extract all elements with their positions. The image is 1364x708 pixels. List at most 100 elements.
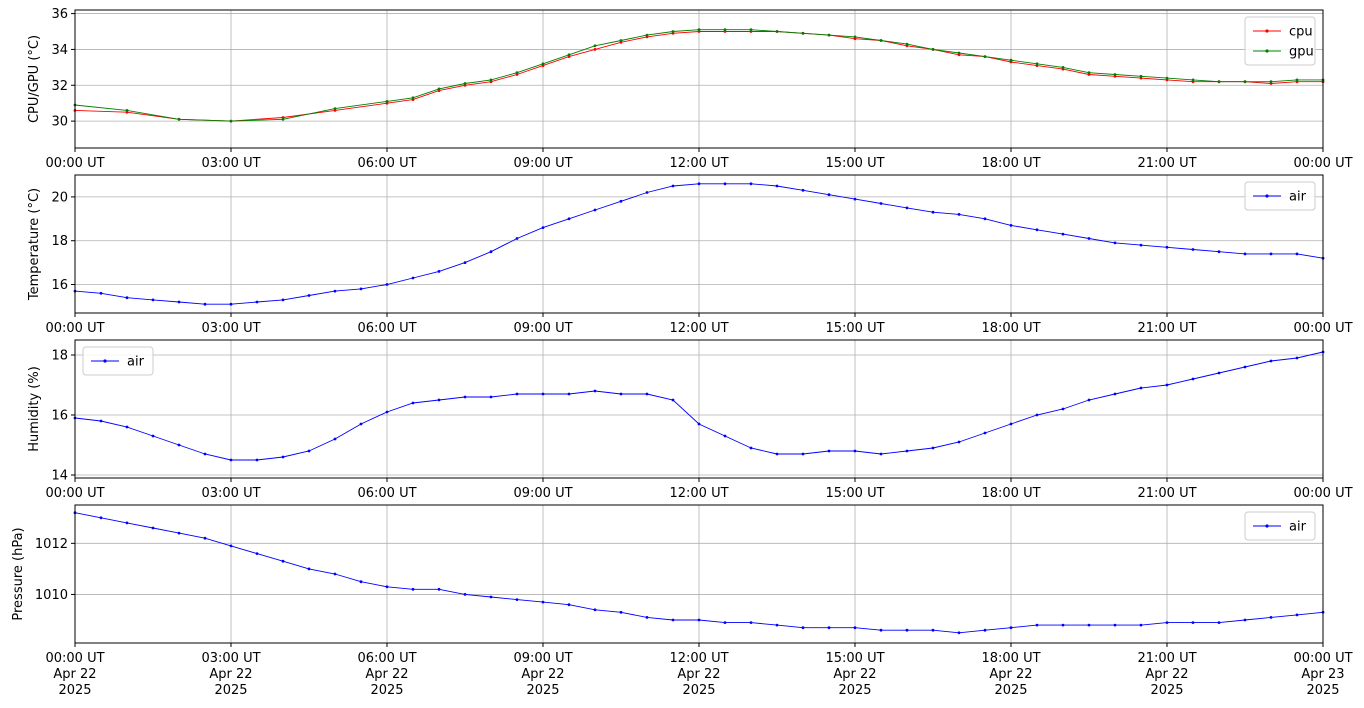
x-tick-label: 00:00 UT xyxy=(1293,156,1352,171)
x-tick-label: 12:00 UT xyxy=(669,156,728,171)
data-point-air xyxy=(749,446,753,450)
data-point-air xyxy=(1217,371,1221,375)
data-point-air xyxy=(1243,618,1247,622)
data-point-air xyxy=(749,621,753,624)
data-point-gpu xyxy=(1087,71,1091,75)
data-point-air xyxy=(801,626,805,630)
data-point-gpu xyxy=(515,71,519,75)
data-point-gpu xyxy=(723,28,727,32)
data-point-gpu xyxy=(671,30,675,33)
data-point-air xyxy=(1139,623,1143,627)
data-point-air xyxy=(723,621,727,624)
data-point-air xyxy=(931,210,935,214)
x-tick-label: 21:00 UT xyxy=(1137,321,1196,336)
data-point-air xyxy=(541,600,545,604)
data-point-air xyxy=(1191,248,1195,251)
data-point-air xyxy=(177,531,181,535)
data-point-air xyxy=(151,526,155,530)
data-point-air xyxy=(1217,621,1221,624)
data-point-air xyxy=(827,449,831,453)
data-point-gpu xyxy=(177,117,181,121)
y-tick-label: 18 xyxy=(51,234,68,249)
data-point-air xyxy=(879,628,883,632)
data-point-air xyxy=(775,452,779,456)
x-tick-label: 00:00 UT Apr 22 2025 xyxy=(45,651,104,698)
y-tick-label: 30 xyxy=(51,115,68,130)
data-point-air xyxy=(1113,392,1117,396)
data-point-gpu xyxy=(593,44,597,48)
data-point-gpu xyxy=(489,78,493,82)
data-point-air xyxy=(203,536,207,540)
data-point-air xyxy=(1061,623,1065,627)
x-tick-label: 12:00 UT xyxy=(669,486,728,501)
y-axis-label: CPU/GPU (°C) xyxy=(27,35,42,123)
data-point-air xyxy=(853,197,857,201)
x-tick-label: 12:00 UT Apr 22 2025 xyxy=(669,651,728,698)
data-point-air xyxy=(229,544,233,548)
x-tick-label: 15:00 UT xyxy=(825,486,884,501)
legend: air xyxy=(82,346,154,376)
y-tick-label: 16 xyxy=(51,409,68,424)
data-point-air xyxy=(1035,623,1039,627)
x-tick-label: 15:00 UT xyxy=(825,156,884,171)
y-tick-label: 14 xyxy=(51,469,68,484)
data-point-air xyxy=(1269,252,1273,256)
data-point-air xyxy=(1217,250,1221,254)
legend: air xyxy=(1244,511,1316,541)
data-point-air xyxy=(411,587,415,591)
y-tick-label: 1012 xyxy=(35,537,68,552)
data-point-gpu xyxy=(1269,80,1273,84)
x-tick-label: 00:00 UT xyxy=(45,486,104,501)
x-tick-label: 15:00 UT xyxy=(825,321,884,336)
x-tick-label: 06:00 UT xyxy=(357,156,416,171)
x-tick-label: 09:00 UT xyxy=(513,156,572,171)
data-point-air xyxy=(827,626,831,630)
data-point-air xyxy=(567,603,571,607)
x-tick-label: 00:00 UT xyxy=(1293,486,1352,501)
x-tick-label: 09:00 UT Apr 22 2025 xyxy=(513,651,572,698)
data-point-air xyxy=(255,458,259,462)
y-axis-label: Temperature (°C) xyxy=(27,188,42,301)
x-tick-label: 09:00 UT xyxy=(513,486,572,501)
x-tick-label: 00:00 UT xyxy=(45,156,104,171)
data-point-air xyxy=(203,302,207,306)
data-point-air xyxy=(1113,623,1117,627)
data-point-air xyxy=(879,202,883,205)
x-tick-label: 15:00 UT Apr 22 2025 xyxy=(825,651,884,698)
data-point-air xyxy=(203,452,207,456)
data-point-gpu xyxy=(1139,74,1143,78)
data-point-air xyxy=(333,572,337,576)
data-point-air xyxy=(983,217,987,221)
data-point-air xyxy=(853,449,857,453)
data-point-air xyxy=(1009,422,1013,426)
legend-marker-air xyxy=(1265,524,1269,528)
data-point-air xyxy=(619,392,623,396)
data-point-air xyxy=(1243,365,1247,369)
panel-3: 14 16 18 00:00 UT 03:00 UT 06:00 UT 09:00 UT 12… xyxy=(27,339,1353,501)
data-point-air xyxy=(541,392,545,396)
y-tick-label: 20 xyxy=(51,190,68,205)
data-point-air xyxy=(359,422,363,426)
data-point-air xyxy=(1165,245,1169,249)
data-point-air xyxy=(775,623,779,627)
legend-label-air: air xyxy=(127,355,145,370)
data-point-air xyxy=(645,392,649,396)
data-point-gpu xyxy=(697,28,701,32)
data-point-air xyxy=(619,199,623,203)
data-point-gpu xyxy=(801,31,805,35)
data-point-air xyxy=(619,610,623,614)
data-point-air xyxy=(983,628,987,632)
data-point-air xyxy=(463,261,467,264)
data-point-gpu xyxy=(385,100,389,103)
x-tick-label: 03:00 UT xyxy=(201,486,260,501)
data-point-air xyxy=(489,595,493,599)
y-tick-label: 36 xyxy=(51,7,68,22)
data-point-gpu xyxy=(1165,76,1169,80)
data-point-air xyxy=(281,455,285,459)
data-point-air xyxy=(333,289,337,293)
data-point-gpu xyxy=(1243,80,1247,84)
legend-marker-air xyxy=(1265,194,1269,198)
data-point-air xyxy=(905,449,909,453)
data-point-air xyxy=(1295,356,1299,360)
data-point-air xyxy=(307,449,311,453)
